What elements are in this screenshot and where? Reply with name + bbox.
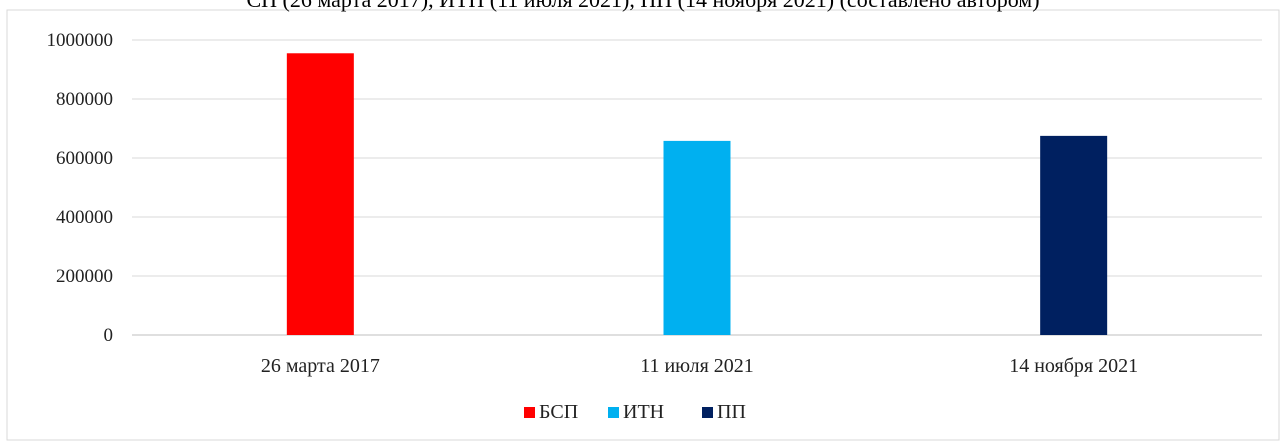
x-tick-label: 26 марта 2017: [261, 355, 380, 377]
x-tick-label: 14 ноября 2021: [1009, 355, 1138, 377]
bar-ПП: [1040, 135, 1108, 335]
x-axis: 26 марта 2017 11 июля 2021 14 ноября 2021: [261, 355, 1138, 377]
bars: [286, 53, 1108, 336]
chart-border: [6, 9, 1280, 441]
y-tick-label: 600000: [56, 148, 113, 169]
legend: БСП ИТН ПП: [524, 401, 746, 423]
legend-label: ИТН: [623, 401, 664, 423]
bar-БСП: [286, 53, 354, 336]
y-tick-label: 1000000: [47, 30, 114, 51]
top-caption: СП (26 марта 2017), ИТН (11 июля 2021), …: [246, 0, 1039, 12]
x-tick-label: 11 июля 2021: [640, 355, 754, 377]
legend-label: БСП: [539, 401, 578, 423]
legend-swatch: [524, 407, 535, 418]
y-axis: 0 200000 400000 600000 800000 1000000: [47, 30, 114, 346]
legend-swatch: [702, 407, 713, 418]
y-tick-label: 200000: [56, 266, 113, 287]
y-tick-label: 800000: [56, 89, 113, 110]
y-tick-label: 0: [104, 325, 114, 346]
legend-label: ПП: [717, 401, 746, 423]
bar-ИТН: [663, 140, 731, 335]
legend-swatch: [608, 407, 619, 418]
y-tick-label: 400000: [56, 207, 113, 228]
